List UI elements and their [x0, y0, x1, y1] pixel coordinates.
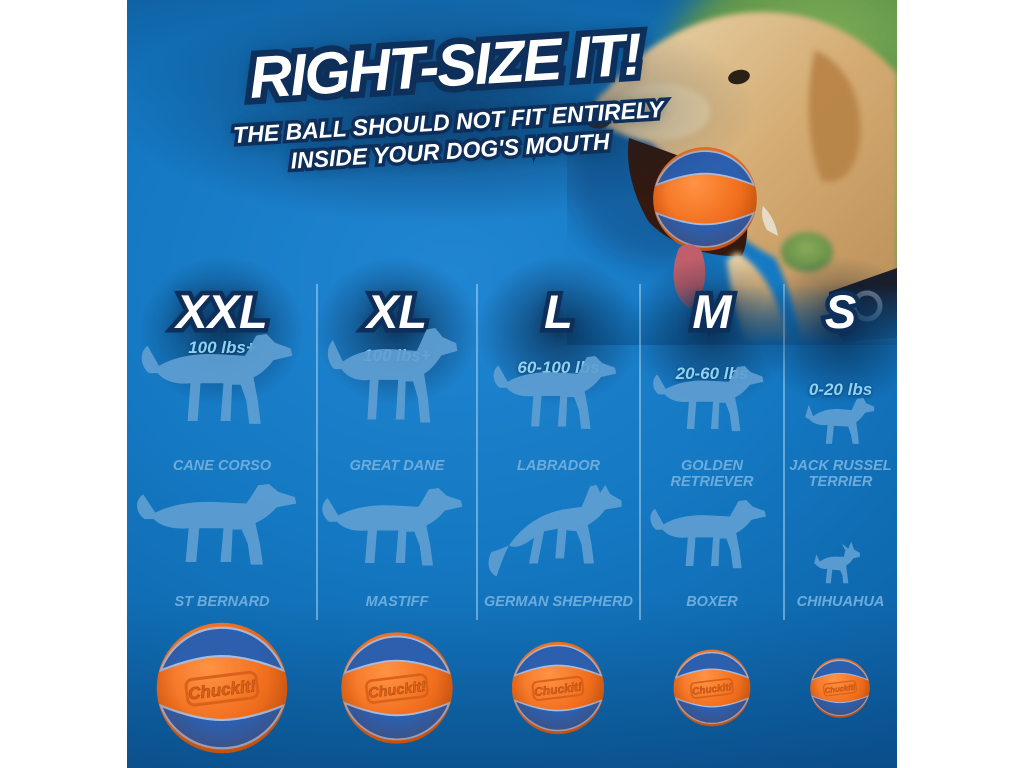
column-divider: [476, 284, 478, 620]
size-column-xl: XL 100 lbs+ GREAT DANE MASTIFF: [314, 256, 480, 622]
size-column-xxl: XXL 100 lbs+ CANE CORSO ST BERNARD: [127, 256, 317, 622]
weight-label: 100 lbs+: [188, 338, 256, 357]
breed-label: ST BERNARD: [174, 594, 270, 610]
dog-silhouette-cane-corso-icon: [141, 334, 293, 424]
dog-silhouette-boxer-icon: [650, 500, 766, 569]
breed-label: JACK RUSSEL TERRIER: [789, 458, 892, 491]
size-label: S: [784, 284, 897, 339]
dog-silhouette-labrador-icon: [493, 356, 616, 429]
dog-silhouette-st-bernard-icon: [137, 484, 297, 565]
size-label: XL: [317, 284, 477, 339]
ball-s-icon: Chuckit!: [809, 657, 871, 719]
breed-label: GOLDEN RETRIEVER: [670, 458, 754, 491]
ball-xxl-icon: Chuckit!: [154, 620, 290, 756]
ball-xl-icon: Chuckit!: [339, 630, 455, 746]
dog-silhouette-german-shepherd-icon: [488, 485, 621, 577]
ball-logo-text: Chuckit!: [533, 679, 582, 699]
ball-l-icon: Chuckit!: [510, 640, 606, 736]
size-column-l: L 60-100 lbs LABRADOR GERMAN SHEPHERD: [476, 256, 641, 622]
column-divider: [783, 284, 785, 620]
ball-logo-text: Chuckit!: [367, 679, 427, 702]
dog-silhouette-chihuahua-icon: [813, 541, 860, 584]
weight-label: 20-60 lbs: [675, 364, 749, 383]
dog-silhouette-great-dane-icon: [327, 328, 458, 423]
ball-logo-text: Chuckit!: [824, 683, 856, 696]
weight-label: 0-20 lbs: [808, 380, 873, 399]
size-guide-columns: XXL 100 lbs+ CANE CORSO ST BERNARD XL 10…: [127, 256, 897, 622]
column-divider: [639, 284, 641, 620]
breed-label: LABRADOR: [517, 458, 600, 474]
breed-label: CANE CORSO: [172, 458, 272, 474]
breed-label: GREAT DANE: [349, 458, 445, 474]
infographic-canvas: RIGHT-SIZE IT! THE BALL SHOULD NOT FIT E…: [127, 0, 897, 768]
breed-label: MASTIFF: [365, 594, 429, 610]
column-divider: [316, 284, 318, 620]
breed-label: GERMAN SHEPHERD: [483, 594, 634, 610]
size-label: L: [477, 284, 640, 339]
breed-label: BOXER: [686, 594, 738, 610]
breed-label: CHIHUAHUA: [796, 594, 885, 610]
size-label: XXL: [127, 284, 317, 339]
dog-silhouette-mastiff-icon: [322, 488, 463, 566]
ball-logo-text: Chuckit!: [692, 682, 734, 698]
size-column-s: S 0-20 lbs JACK RUSSEL TERRIER CHIHUAHUA: [758, 256, 897, 622]
ball-m-icon: Chuckit!: [672, 648, 752, 728]
dog-silhouette-golden-retriever-icon: [653, 366, 764, 432]
dog-silhouette-jack-russel-terrier-icon: [804, 398, 874, 444]
